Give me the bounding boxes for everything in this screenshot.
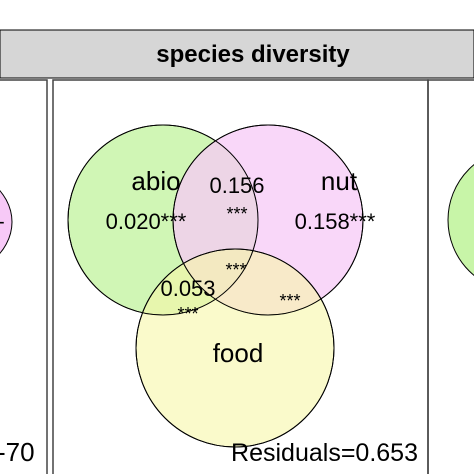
sig-abio-nut: *** bbox=[226, 204, 247, 224]
strip-title: species diversity bbox=[156, 41, 350, 68]
sig-all-three: *** bbox=[225, 260, 246, 280]
value-abio-nut: 0.156 bbox=[209, 173, 264, 198]
right-neighbor-circle bbox=[447, 163, 474, 277]
residuals-label: Residuals=0.653 bbox=[231, 439, 418, 467]
sig-nut-food: *** bbox=[279, 291, 300, 311]
value-nut-only: 0.158*** bbox=[295, 209, 376, 234]
strip-background bbox=[0, 29, 474, 79]
set-label-abio: abio bbox=[131, 166, 180, 196]
left-neighbor-residuals: -70 bbox=[0, 437, 35, 467]
left-neighbor-circle bbox=[0, 189, 13, 255]
right-neighbor-panel bbox=[427, 79, 474, 474]
set-label-nut: nut bbox=[321, 166, 358, 196]
left-neighbor-panel: - -70 bbox=[0, 79, 48, 474]
value-abio-food: 0.053 bbox=[160, 276, 215, 301]
value-abio-only: 0.020*** bbox=[106, 209, 187, 234]
left-neighbor-value: - bbox=[0, 211, 5, 233]
venn-diagram bbox=[67, 124, 364, 448]
main-panel-frame bbox=[52, 79, 429, 474]
set-label-food: food bbox=[213, 338, 264, 368]
sig-abio-food: *** bbox=[177, 304, 198, 324]
